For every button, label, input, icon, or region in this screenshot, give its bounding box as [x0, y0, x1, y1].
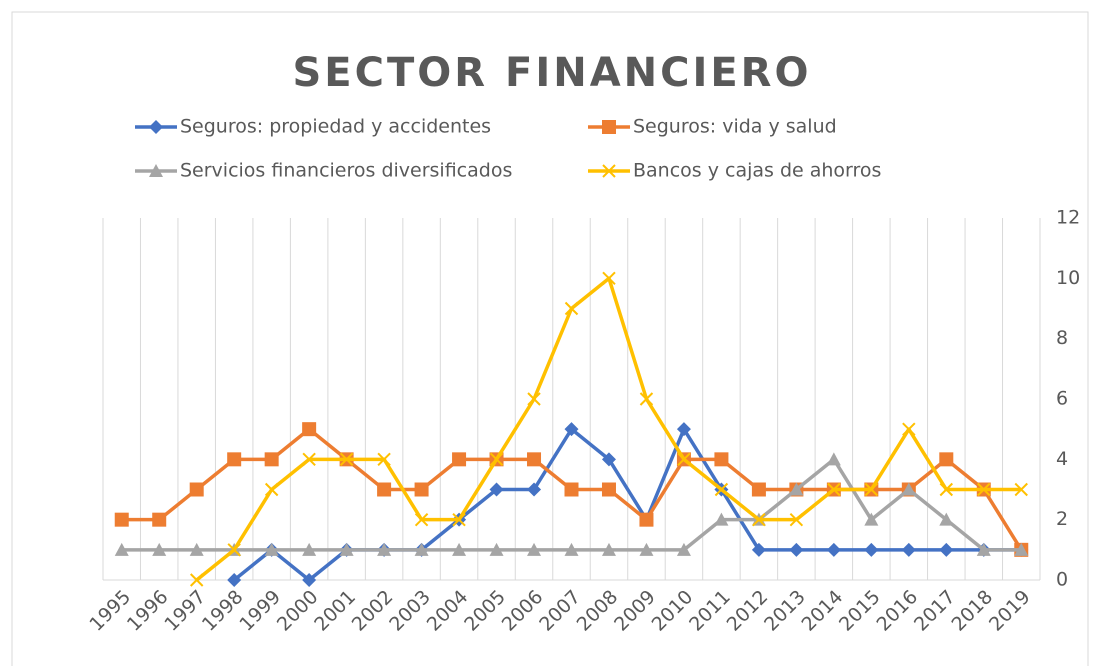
- y-tick-label: 6: [1056, 388, 1068, 410]
- marker: [152, 542, 167, 556]
- marker: [602, 271, 616, 286]
- marker: [827, 482, 841, 497]
- marker: [864, 542, 879, 557]
- chart-border: [11, 11, 1089, 670]
- marker: [864, 512, 879, 526]
- y-tick-label: 2: [1056, 508, 1068, 530]
- marker: [789, 542, 804, 557]
- marker: [414, 482, 429, 497]
- marker: [939, 482, 954, 497]
- marker: [264, 542, 279, 556]
- marker: [751, 482, 766, 497]
- marker: [302, 573, 317, 587]
- marker: [639, 512, 654, 527]
- marker: [677, 452, 691, 467]
- marker: [227, 573, 242, 587]
- marker: [826, 452, 841, 466]
- legend-marker: [602, 120, 616, 134]
- y-tick-label: 12: [1056, 207, 1080, 229]
- marker: [114, 512, 129, 527]
- marker: [339, 452, 354, 467]
- marker: [564, 422, 579, 437]
- marker: [939, 452, 954, 467]
- marker: [601, 542, 616, 556]
- marker: [377, 482, 392, 497]
- legend-label: Seguros: vida y salud: [633, 116, 837, 138]
- marker: [564, 301, 579, 316]
- marker: [676, 422, 691, 437]
- marker: [152, 512, 167, 527]
- marker: [264, 452, 279, 467]
- legend-marker: [149, 164, 163, 177]
- marker: [676, 542, 691, 556]
- marker: [489, 482, 504, 497]
- marker: [527, 452, 542, 467]
- y-tick-label: 10: [1056, 267, 1080, 289]
- marker: [489, 452, 504, 467]
- marker: [527, 392, 541, 406]
- marker: [1014, 542, 1029, 556]
- marker: [864, 482, 879, 497]
- legend-label: Bancos y cajas de ahorros: [633, 160, 881, 182]
- marker: [789, 482, 804, 496]
- y-tick-label: 0: [1056, 569, 1068, 591]
- marker: [751, 542, 766, 557]
- marker: [189, 482, 204, 497]
- marker: [939, 512, 954, 526]
- marker: [302, 542, 317, 556]
- marker: [639, 542, 654, 556]
- y-tick-label: 8: [1056, 327, 1068, 349]
- marker: [752, 512, 766, 527]
- marker: [189, 573, 204, 587]
- marker: [489, 542, 504, 556]
- marker: [714, 452, 729, 467]
- marker: [601, 452, 616, 467]
- marker: [189, 542, 204, 556]
- marker: [527, 482, 542, 497]
- legend-marker: [602, 164, 616, 178]
- marker: [901, 542, 916, 557]
- marker: [302, 422, 317, 437]
- marker: [714, 512, 729, 526]
- marker: [639, 392, 654, 406]
- marker: [264, 482, 279, 497]
- marker: [789, 512, 804, 527]
- marker: [527, 542, 542, 556]
- marker: [227, 452, 242, 467]
- marker: [377, 452, 391, 467]
- y-tick-label: 4: [1056, 448, 1068, 470]
- marker: [452, 542, 467, 556]
- legend-marker: [149, 120, 163, 134]
- chart-title: SECTOR FINANCIERO: [293, 50, 812, 96]
- marker: [939, 542, 954, 557]
- marker: [339, 542, 354, 556]
- marker: [902, 422, 916, 436]
- marker: [302, 452, 316, 467]
- legend-label: Servicios financieros diversificados: [180, 160, 512, 182]
- legend-label: Seguros: propiedad y accidentes: [180, 116, 491, 138]
- marker: [714, 482, 729, 497]
- marker: [826, 542, 841, 557]
- marker: [227, 543, 241, 557]
- marker: [601, 482, 616, 497]
- marker: [114, 542, 129, 556]
- marker: [564, 542, 579, 556]
- marker: [414, 512, 429, 527]
- marker: [452, 512, 466, 527]
- marker: [452, 452, 467, 467]
- marker: [377, 542, 392, 556]
- marker: [414, 542, 429, 556]
- marker: [901, 482, 916, 496]
- marker: [976, 542, 991, 556]
- marker: [1014, 482, 1028, 497]
- marker: [977, 482, 991, 497]
- marker: [564, 482, 579, 497]
